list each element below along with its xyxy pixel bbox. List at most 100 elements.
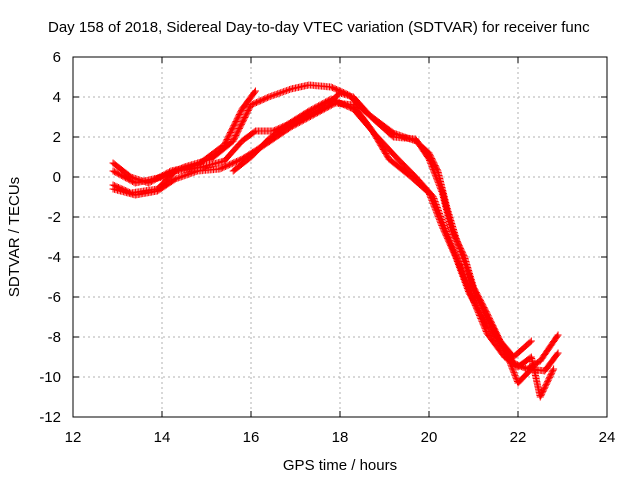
data-point bbox=[554, 331, 562, 339]
data-point bbox=[549, 366, 557, 374]
data-point bbox=[283, 87, 291, 95]
data-point bbox=[454, 259, 462, 267]
data-point bbox=[479, 320, 487, 328]
data-point bbox=[431, 171, 439, 179]
data-point bbox=[456, 262, 464, 270]
series-track-5 bbox=[229, 95, 558, 401]
data-point bbox=[464, 282, 472, 290]
x-tick-label: 14 bbox=[154, 429, 171, 446]
data-point bbox=[434, 205, 442, 213]
data-point bbox=[454, 257, 462, 265]
data-point bbox=[265, 93, 273, 101]
data-point bbox=[457, 264, 465, 272]
y-axis-label: SDTVAR / TECUs bbox=[6, 177, 23, 297]
data-point bbox=[457, 266, 465, 274]
data-point bbox=[277, 89, 285, 97]
data-point bbox=[477, 316, 485, 324]
data-point bbox=[475, 310, 483, 318]
data-point bbox=[274, 90, 282, 98]
data-point bbox=[553, 350, 561, 358]
data-point bbox=[191, 168, 199, 176]
data-point bbox=[433, 174, 441, 182]
data-point bbox=[189, 169, 197, 177]
data-point bbox=[464, 284, 472, 292]
axis-ticks bbox=[72, 56, 608, 418]
data-point bbox=[436, 211, 444, 219]
data-point bbox=[435, 182, 443, 190]
data-point bbox=[431, 196, 439, 204]
data-point bbox=[456, 263, 464, 271]
data-point bbox=[474, 309, 482, 317]
y-tick-label: -6 bbox=[48, 289, 61, 306]
data-point bbox=[281, 87, 289, 95]
data-point bbox=[446, 236, 454, 244]
data-point bbox=[425, 155, 433, 163]
data-point bbox=[481, 325, 489, 333]
data-point bbox=[434, 179, 442, 187]
data-point bbox=[286, 86, 294, 94]
data-point bbox=[510, 369, 518, 377]
y-tick-label: -4 bbox=[48, 249, 61, 266]
data-point bbox=[462, 278, 470, 286]
series-track-2 bbox=[109, 81, 535, 361]
data-point bbox=[430, 168, 438, 176]
data-point bbox=[480, 323, 488, 331]
data-point bbox=[431, 198, 439, 205]
data-point bbox=[441, 225, 449, 232]
x-tick-label: 22 bbox=[510, 429, 527, 446]
data-point bbox=[452, 253, 460, 261]
data-point bbox=[177, 173, 185, 181]
data-point bbox=[469, 296, 477, 304]
data-point bbox=[478, 317, 486, 325]
x-tick-label: 18 bbox=[332, 429, 349, 446]
data-point bbox=[438, 188, 446, 196]
data-point bbox=[182, 171, 190, 179]
data-point bbox=[438, 216, 446, 223]
data-point bbox=[470, 298, 478, 306]
data-point bbox=[192, 168, 200, 176]
data-point bbox=[443, 230, 451, 238]
data-point bbox=[443, 229, 451, 237]
data-point bbox=[434, 207, 442, 214]
data-point bbox=[436, 210, 444, 217]
data-point bbox=[460, 273, 468, 281]
data-point bbox=[427, 161, 435, 169]
data-point bbox=[448, 242, 456, 250]
data-point bbox=[435, 208, 443, 216]
x-tick-label: 20 bbox=[421, 429, 438, 446]
y-tick-label: -8 bbox=[48, 329, 61, 346]
data-point bbox=[509, 366, 517, 374]
data-point bbox=[437, 214, 445, 222]
data-point bbox=[471, 301, 479, 309]
data-point bbox=[171, 175, 179, 183]
data-point bbox=[426, 158, 434, 166]
data-point bbox=[251, 88, 259, 96]
data-point bbox=[450, 247, 458, 255]
data-point bbox=[183, 171, 191, 179]
data-point bbox=[432, 199, 440, 207]
data-point bbox=[445, 233, 453, 241]
data-point bbox=[442, 228, 450, 235]
x-tick-label: 12 bbox=[65, 429, 82, 446]
data-point bbox=[554, 349, 562, 357]
chart-title: Day 158 of 2018, Sidereal Day-to-day VTE… bbox=[48, 19, 590, 36]
data-point bbox=[463, 281, 471, 289]
data-point bbox=[428, 164, 436, 172]
data-point bbox=[460, 272, 468, 280]
data-point bbox=[444, 232, 452, 240]
data-point bbox=[437, 213, 445, 220]
data-point bbox=[268, 92, 276, 100]
data-point bbox=[188, 169, 196, 177]
data-point bbox=[476, 313, 484, 321]
data-point bbox=[470, 297, 477, 305]
data-point bbox=[479, 319, 487, 327]
data-point bbox=[473, 304, 481, 312]
data-point bbox=[463, 279, 471, 287]
data-point bbox=[174, 174, 182, 182]
data-point bbox=[511, 372, 519, 380]
data-point bbox=[451, 250, 459, 258]
data-point bbox=[437, 186, 445, 194]
y-tick-label: 0 bbox=[53, 169, 61, 186]
data-point bbox=[445, 235, 453, 243]
